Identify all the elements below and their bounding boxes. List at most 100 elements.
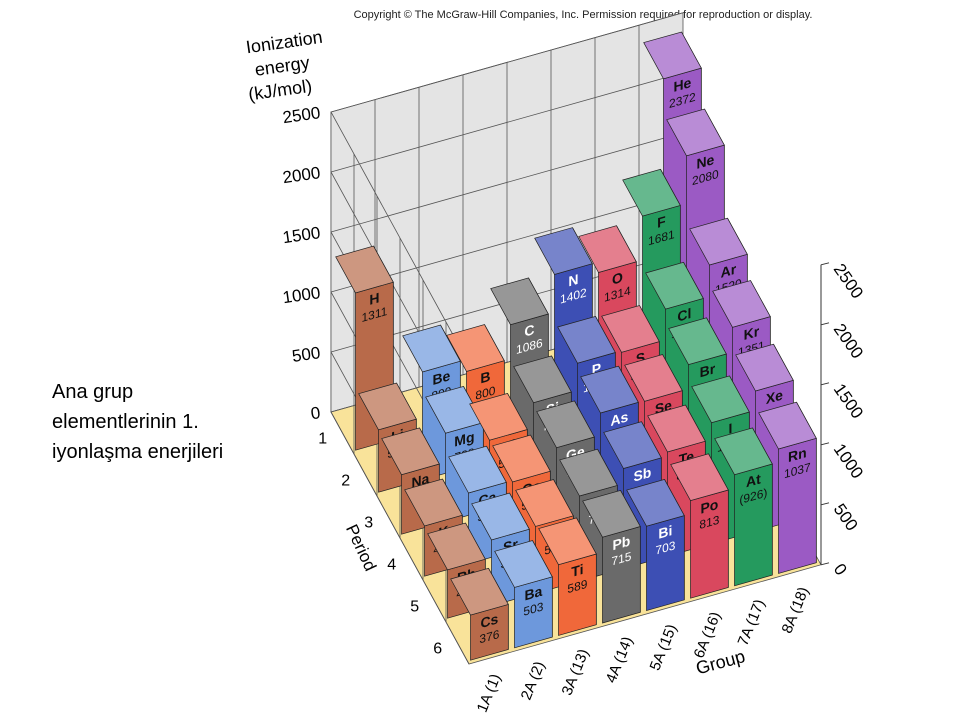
bar-top-face — [712, 280, 771, 328]
z-tick-label: 0 — [310, 403, 322, 423]
caption-line: Ana grup — [52, 381, 133, 403]
element-symbol: Be — [432, 368, 450, 389]
bar-top-face — [626, 478, 685, 527]
bar-top-face — [494, 540, 553, 588]
element-symbol: F — [657, 214, 666, 232]
bar-top-face — [647, 404, 706, 453]
z-tick — [820, 322, 830, 326]
bar-top-face — [689, 217, 748, 266]
z-tick-label: 500 — [291, 343, 322, 366]
element-symbol: Ti — [571, 562, 583, 581]
element-symbol: Rn — [788, 445, 807, 466]
bar-top-face — [450, 567, 509, 616]
bar-top-face — [448, 445, 507, 494]
z-tick — [820, 502, 830, 506]
element-symbol: At — [746, 471, 761, 491]
value-label: 503 — [523, 599, 543, 618]
group-label: 1A (1) — [474, 671, 505, 714]
bar-top-face — [446, 324, 505, 372]
bar-top-face — [758, 401, 817, 450]
element-symbol: Cl — [677, 306, 691, 326]
element-symbol: B — [480, 369, 490, 388]
bar-top-face — [582, 489, 641, 538]
bar-top-face — [469, 392, 528, 441]
z-tick-label: 2500 — [281, 103, 321, 127]
element-symbol: S — [636, 350, 645, 368]
element-symbol: Sb — [633, 465, 651, 486]
element-symbol: Po — [700, 497, 718, 518]
element-symbol: O — [612, 270, 623, 289]
value-label: 703 — [655, 538, 675, 557]
element-symbol: Ne — [696, 152, 714, 173]
group-label: 5A (15) — [647, 622, 681, 673]
bar-top-face — [666, 108, 725, 157]
element-symbol: P — [592, 361, 602, 379]
bar-top-face — [670, 453, 729, 502]
bar-top-face — [557, 315, 616, 364]
grid-line — [330, 12, 684, 365]
z-axis-title: (kJ/mol) — [247, 76, 313, 105]
z-tick-label: 2000 — [281, 163, 321, 187]
z-tick — [820, 382, 830, 386]
z-tick-label: 1500 — [281, 223, 321, 247]
element-symbol: Ar — [721, 262, 737, 282]
caption-line: iyonlaşma enerjileri — [52, 441, 223, 463]
bar-top-face — [624, 354, 683, 402]
group-label: 7A (17) — [735, 597, 769, 648]
period-label: 4 — [387, 556, 396, 573]
z-tick-label: 1000 — [281, 283, 321, 307]
caption-line: elementlerinin 1. — [52, 411, 199, 433]
period-label: 3 — [364, 514, 373, 531]
bar-top-face — [335, 245, 394, 294]
element-symbol: Br — [700, 361, 716, 381]
group-label: 8A (18) — [779, 585, 813, 636]
bar-top-face — [580, 365, 639, 414]
bar-top-face — [381, 427, 440, 476]
element-symbol: Xe — [766, 387, 783, 408]
element-symbol: He — [673, 75, 691, 96]
element-symbol: C — [524, 322, 534, 341]
element-symbol: Bi — [658, 523, 672, 543]
value-label: 813 — [699, 513, 719, 532]
element-symbol: Kr — [744, 324, 760, 344]
group-label: 4A (14) — [603, 634, 637, 685]
z-tick — [820, 562, 830, 566]
period-label: 2 — [341, 472, 350, 489]
element-symbol: Ba — [524, 584, 543, 605]
z-tick-label: 2500 — [830, 260, 867, 302]
element-symbol: N — [568, 272, 578, 291]
bar-top-face — [622, 168, 681, 217]
z-tick — [820, 442, 830, 446]
element-symbol: Pb — [612, 533, 630, 554]
period-label: 1 — [318, 430, 327, 447]
value-label: 376 — [479, 627, 499, 646]
value-label: 589 — [567, 577, 587, 596]
element-symbol: Mg — [454, 429, 474, 450]
bar-top-face — [402, 324, 461, 373]
bar: At(926) — [714, 427, 773, 587]
bar-top-face — [490, 277, 549, 326]
bar-top-face — [358, 382, 417, 431]
bar-top-face — [536, 400, 595, 449]
z-tick-label: 1500 — [830, 380, 867, 422]
z-tick-label: 500 — [830, 500, 862, 534]
bar-top-face — [559, 448, 618, 497]
bar-top-face — [645, 261, 704, 310]
bar-top-face — [714, 427, 773, 476]
period-label: 5 — [410, 598, 419, 615]
bar-top-face — [534, 227, 593, 275]
bar-top-face — [538, 517, 597, 566]
z-axis-title: energy — [254, 52, 311, 79]
